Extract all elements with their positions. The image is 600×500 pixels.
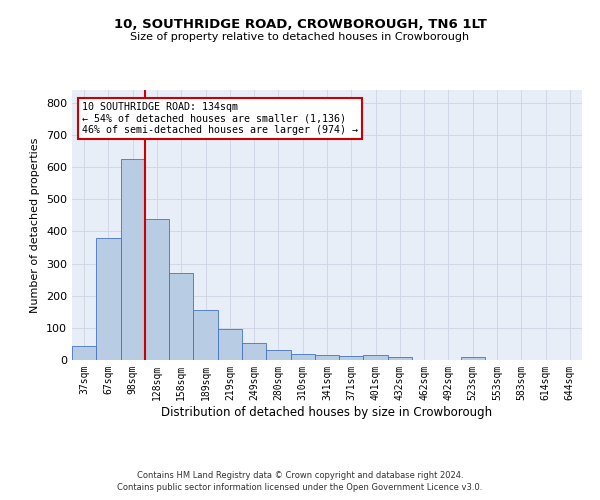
Text: 10 SOUTHRIDGE ROAD: 134sqm
← 54% of detached houses are smaller (1,136)
46% of s: 10 SOUTHRIDGE ROAD: 134sqm ← 54% of deta…	[82, 102, 358, 136]
Bar	[218, 330, 242, 360]
Y-axis label: Number of detached properties: Number of detached properties	[31, 138, 40, 312]
Bar	[266, 350, 290, 360]
Bar	[242, 344, 266, 360]
X-axis label: Distribution of detached houses by size in Crowborough: Distribution of detached houses by size …	[161, 406, 493, 418]
Text: Size of property relative to detached houses in Crowborough: Size of property relative to detached ho…	[130, 32, 470, 42]
Bar	[290, 354, 315, 360]
Text: 10, SOUTHRIDGE ROAD, CROWBOROUGH, TN6 1LT: 10, SOUTHRIDGE ROAD, CROWBOROUGH, TN6 1L…	[113, 18, 487, 30]
Bar	[364, 355, 388, 360]
Bar	[72, 346, 96, 360]
Bar	[461, 358, 485, 360]
Bar	[169, 273, 193, 360]
Bar	[145, 218, 169, 360]
Text: Contains HM Land Registry data © Crown copyright and database right 2024.
Contai: Contains HM Land Registry data © Crown c…	[118, 471, 482, 492]
Bar	[339, 356, 364, 360]
Bar	[315, 355, 339, 360]
Bar	[96, 238, 121, 360]
Bar	[121, 159, 145, 360]
Bar	[388, 358, 412, 360]
Bar	[193, 310, 218, 360]
